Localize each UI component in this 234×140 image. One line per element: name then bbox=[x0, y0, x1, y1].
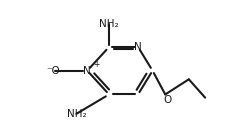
Text: N: N bbox=[134, 42, 142, 52]
Text: NH₂: NH₂ bbox=[67, 109, 86, 119]
Text: +: + bbox=[93, 60, 99, 69]
Text: O: O bbox=[163, 95, 171, 105]
Text: N: N bbox=[83, 66, 91, 76]
Text: ⁻O: ⁻O bbox=[46, 66, 60, 76]
Text: NH₂: NH₂ bbox=[99, 19, 119, 29]
